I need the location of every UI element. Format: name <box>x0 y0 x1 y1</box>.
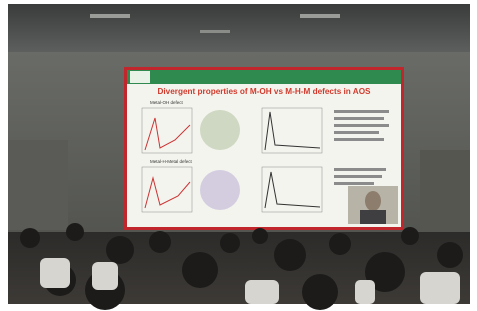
photo: Divergent properties of M-OH vs M-H-M de… <box>0 0 477 311</box>
page: Divergent properties of M-OH vs M-H-M de… <box>0 0 477 311</box>
audience <box>8 223 470 310</box>
slide-title: Divergent properties of M-OH vs M-H-M de… <box>157 87 371 96</box>
screen: Divergent properties of M-OH vs M-H-M de… <box>124 67 404 230</box>
panel-label: Metal-OH defect <box>150 100 184 105</box>
panel-label: Metal-H-Metal defect <box>150 159 193 164</box>
